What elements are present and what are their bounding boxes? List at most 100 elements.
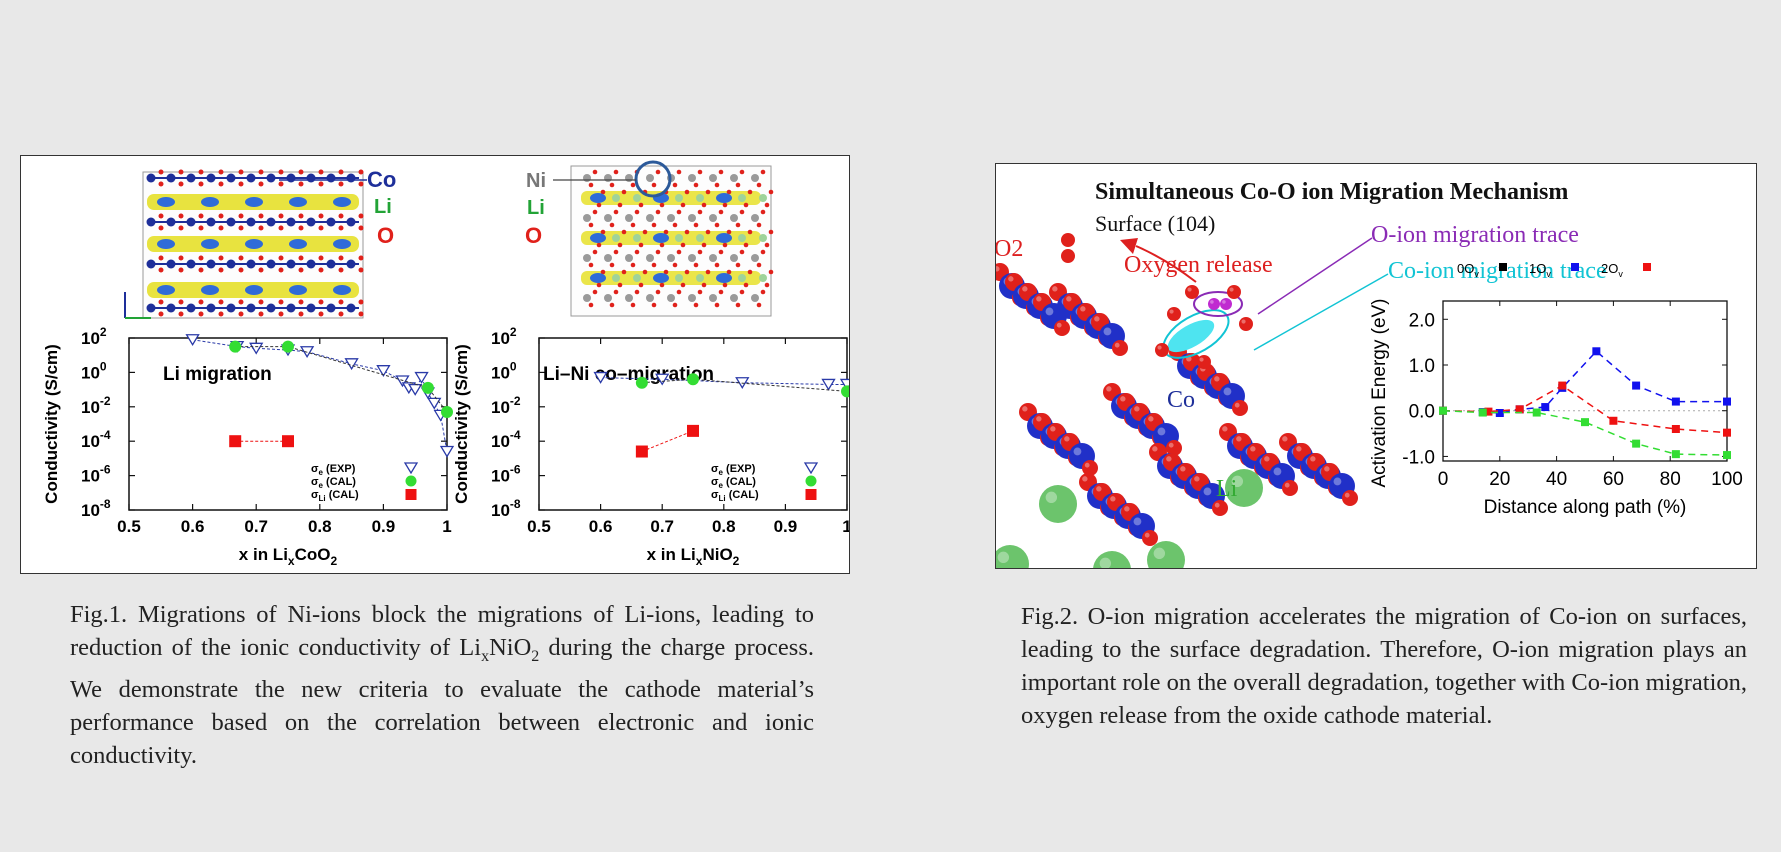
y-tick-label: 0.0: [1409, 402, 1435, 423]
legend-marker-cal-li: [805, 489, 817, 500]
data-point: [1495, 409, 1504, 417]
data-point: [1515, 405, 1524, 414]
data-point-cal-e: [229, 340, 242, 353]
data-point: [1484, 407, 1493, 416]
data-point: [1592, 347, 1601, 356]
atom-o: [1142, 530, 1158, 546]
data-point-exp: [427, 397, 442, 410]
label-o-2: O: [525, 223, 542, 248]
conductivity-chart-linio2: 0.5 0.6 0.7 0.8 0.9 1 102 100 10-2 10-4 10-6 10-8 x …: [452, 325, 849, 568]
data-point: [1723, 428, 1731, 437]
data-point: [1671, 397, 1680, 406]
label-li-2: Li: [527, 197, 545, 219]
legend-entry: 2Ov: [1601, 261, 1623, 279]
y-axis-label: Conductivity (S/cm): [42, 344, 61, 504]
atom-o: [1112, 340, 1128, 356]
figure-1-svg: Co Li O Ni Li O 0.5 0.6 0.7 0.8 0.9 110210010…: [42, 160, 849, 568]
atom-o: [1342, 490, 1358, 506]
data-point: [1439, 406, 1447, 415]
x-axis-label: x in LixNiO2: [647, 545, 740, 568]
y-tick-label: 10-4: [491, 428, 521, 451]
plot-frame: [1442, 300, 1728, 462]
y-axis-label: Conductivity (S/cm): [452, 344, 471, 504]
crystal-legend-linio2: Ni Li O: [525, 170, 636, 248]
y-axis-label: Activation Energy (eV): [1369, 298, 1390, 487]
label-co: Co: [367, 167, 396, 192]
data-point: [1581, 418, 1589, 427]
x-tick-label: 80: [1660, 469, 1681, 490]
data-point: [1671, 450, 1680, 459]
data-point: [1609, 416, 1618, 425]
y-tick-label: 10-2: [491, 394, 521, 417]
y-tick-label: 10-4: [81, 428, 111, 451]
arrow-head-icon: [1120, 238, 1138, 254]
data-point-exp: [249, 342, 264, 355]
x-tick-label: 0.8: [712, 517, 736, 536]
y-tick-label: 10-2: [81, 394, 111, 417]
legend-entry: σe (EXP): [311, 463, 356, 477]
crystal-structure-linio2: [570, 160, 774, 317]
atom-li: [1225, 469, 1263, 507]
data-point: [1671, 425, 1680, 433]
atom-o: [1185, 285, 1199, 299]
data-point-exp: [414, 371, 429, 384]
data-point-exp: [344, 358, 359, 371]
y-tick-label: 1.0: [1409, 356, 1435, 377]
x-tick-label: 0.5: [527, 517, 551, 536]
atom-o: [1082, 460, 1098, 476]
activation-energy-chart: 0 20 40 60 80 100 2.0 1.0 0.0 -1.0 Distance along …: [1369, 261, 1743, 518]
data-point-cal-li: [635, 445, 648, 458]
data-point: [1478, 408, 1487, 417]
data-point-cal-li: [282, 435, 294, 448]
x-tick-label: 0.8: [308, 517, 332, 536]
li-isosurface-layer: [581, 271, 761, 285]
figure-1-caption: Fig.1. Migrations of Ni-ions block the m…: [70, 601, 814, 769]
x-axis-label: x in LixCoO2: [239, 545, 338, 568]
o2-molecule: O2: [996, 233, 1075, 263]
li-isosurface-layer: [581, 231, 761, 245]
legend-marker-cal-e: [405, 475, 417, 487]
x-tick-label: 20: [1489, 469, 1510, 490]
series-line: [641, 430, 694, 452]
atom-o: [1167, 307, 1181, 321]
atom-li: [1039, 485, 1077, 523]
data-point-cal-li: [687, 424, 699, 437]
legend-entry: σe (EXP): [711, 463, 756, 477]
li-isosurface-layer: [581, 191, 761, 205]
chart-title: Li migration: [163, 364, 272, 385]
atom-o: [1232, 400, 1248, 416]
figure-1-panel: Co Li O Ni Li O 0.5 0.6 0.7 0.8 0.9 1 102 100 10…: [20, 155, 850, 574]
legend-entry: σLi (CAL): [711, 489, 759, 503]
o2-label: O2: [996, 236, 1023, 262]
y-tick-label: 102: [81, 325, 107, 348]
data-point: [1723, 397, 1731, 406]
atom-o: [1212, 500, 1228, 516]
atom-li: [1093, 551, 1131, 568]
x-tick-label: 60: [1603, 469, 1624, 490]
figure-2-svg: Simultaneous Co-O ion Migration Mechanis…: [996, 179, 1743, 568]
data-point: [1632, 439, 1641, 448]
data-point-cal-e: [282, 340, 294, 353]
surface-atomic-structure: [996, 263, 1358, 568]
surface-label: Surface (104): [1095, 211, 1215, 236]
co-label: Co: [1167, 387, 1195, 413]
x-tick-label: 100: [1711, 469, 1743, 490]
data-point: [1558, 381, 1567, 390]
plot-frame: [538, 337, 848, 511]
y-tick-label: 10-6: [491, 463, 521, 486]
legend-marker-exp: [403, 462, 419, 475]
data-point-exp: [593, 371, 608, 384]
y-tick-label: 10-6: [81, 463, 111, 486]
oxygen-release-arrow: [1135, 245, 1197, 283]
x-tick-label: 0.9: [774, 517, 798, 536]
y-tick-label: 102: [491, 325, 517, 348]
data-point-exp: [821, 378, 836, 391]
y-tick-label: 10-8: [81, 497, 111, 520]
data-point-exp: [439, 445, 455, 458]
data-point-exp: [376, 365, 391, 377]
li-label: Li: [1216, 476, 1238, 502]
legend-marker: [1571, 263, 1579, 271]
label-ni: Ni: [526, 170, 546, 192]
legend-entry: σLi (CAL): [311, 489, 359, 503]
data-point: [1723, 451, 1731, 460]
